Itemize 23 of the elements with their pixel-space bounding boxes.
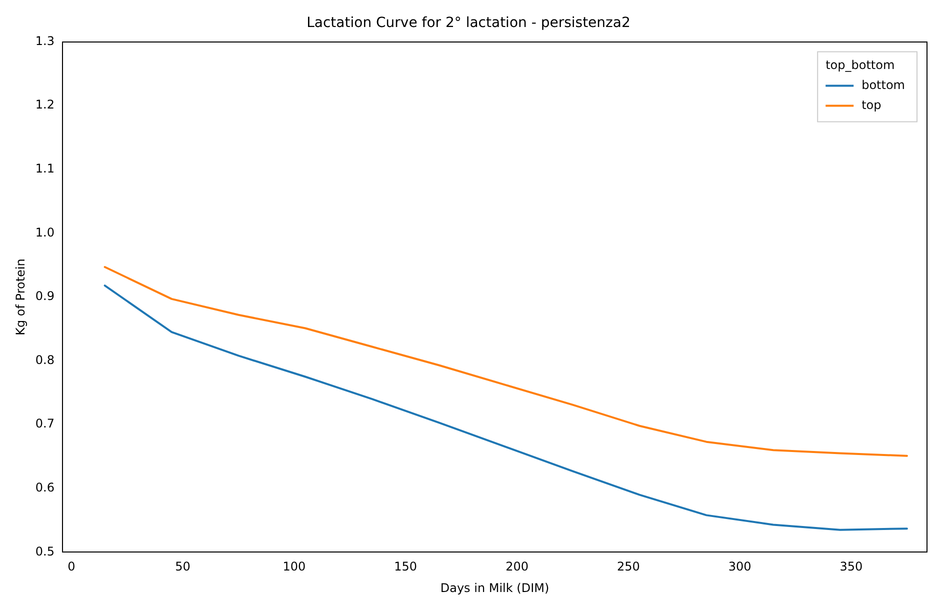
x-tick-label: 150 [394, 560, 418, 574]
y-tick-label: 1.3 [35, 34, 54, 48]
x-tick-label: 100 [282, 560, 306, 574]
x-tick-label: 250 [616, 560, 640, 574]
x-tick-label: 200 [506, 560, 528, 574]
y-tick-label: 1.0 [35, 225, 54, 240]
legend-title: top_bottom [826, 58, 895, 72]
x-tick-label: 300 [728, 560, 752, 574]
chart-title: Lactation Curve for 2° lactation - persistenza2 [306, 15, 630, 32]
y-tick-label: 0.7 [35, 416, 54, 431]
x-tick-label: 0 [68, 560, 76, 574]
y-tick-label: 0.6 [35, 480, 54, 495]
x-tick-label: 350 [840, 560, 863, 574]
legend-label: top [862, 98, 882, 112]
y-tick-label: 1.2 [35, 98, 54, 112]
legend-label: bottom [862, 78, 906, 92]
y-tick-label: 0.9 [35, 289, 54, 304]
x-tick-label: 50 [175, 560, 190, 574]
y-axis-title: Kg of Protein [13, 258, 28, 336]
x-axis-title: Days in Milk (DIM) [440, 580, 550, 595]
y-tick-label: 0.8 [35, 352, 54, 367]
y-tick-label: 0.5 [35, 544, 54, 558]
y-tick-label: 1.1 [35, 162, 54, 176]
